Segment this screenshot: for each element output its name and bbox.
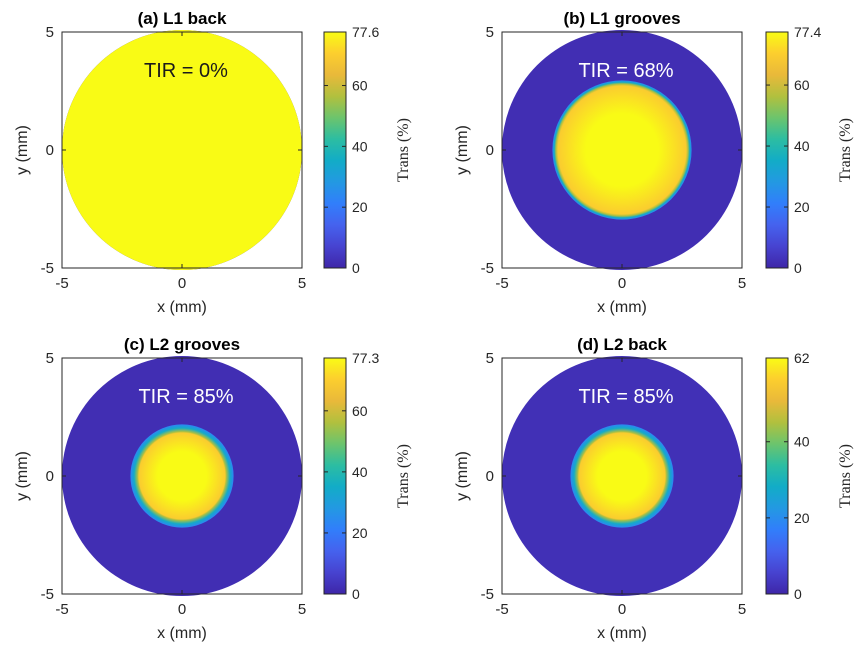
panel-3: -5 0 5 -5 0 5 x (mm) y (mm) (c) L2 grooves TIR = … [14, 335, 412, 642]
colorbar [323, 31, 347, 269]
colorbar [765, 31, 789, 269]
colorbar-tick-label: 60 [352, 78, 368, 94]
colorbar-tick-label: 40 [794, 138, 810, 154]
colorbar-tick-label: 0 [794, 260, 802, 276]
x-tick-label: 5 [298, 275, 306, 292]
colorbar-tick-label: 77.6 [352, 24, 379, 40]
y-tick-label: -5 [481, 586, 494, 603]
y-tick-label: 5 [486, 24, 494, 41]
transmission-spot [62, 30, 302, 270]
colorbar-tick-label: 20 [352, 525, 368, 541]
transmission-spot [130, 424, 234, 528]
colorbar [323, 357, 347, 595]
colorbar-tick-label: 0 [794, 586, 802, 602]
x-axis-label: x (mm) [157, 299, 207, 316]
colorbar-tick-label: 62 [794, 350, 810, 366]
x-tick-label: 5 [738, 275, 746, 292]
x-axis-label: x (mm) [157, 625, 207, 642]
colorbar-tick-label: 60 [352, 403, 368, 419]
colorbar-tick-label: 20 [352, 199, 368, 215]
y-tick-label: 5 [46, 350, 54, 367]
transmission-spot [570, 424, 674, 528]
colorbar-tick-label: 40 [794, 434, 810, 450]
panel-title: (d) L2 back [577, 335, 667, 354]
colorbar-label: Trans (%) [395, 118, 412, 182]
y-tick-label: 0 [46, 142, 54, 159]
tir-annotation: TIR = 68% [578, 60, 673, 82]
y-tick-label: -5 [481, 260, 494, 277]
panel-title: (c) L2 grooves [124, 335, 240, 354]
x-axis-label: x (mm) [597, 625, 647, 642]
y-tick-label: -5 [41, 260, 54, 277]
y-tick-label: 0 [486, 468, 494, 485]
x-tick-label: -5 [495, 275, 508, 292]
x-tick-label: -5 [495, 601, 508, 618]
y-tick-label: 0 [46, 468, 54, 485]
y-axis-label: y (mm) [14, 451, 31, 501]
panel-title: (a) L1 back [138, 9, 227, 28]
x-tick-label: 0 [618, 275, 626, 292]
tir-annotation: TIR = 85% [578, 386, 673, 408]
tir-annotation: TIR = 0% [144, 60, 228, 82]
transmission-spot [552, 80, 692, 220]
colorbar-tick-label: 0 [352, 586, 360, 602]
colorbar-tick-label: 20 [794, 199, 810, 215]
colorbar-tick-label: 60 [794, 77, 810, 93]
x-tick-label: -5 [55, 275, 68, 292]
colorbar-tick-label: 40 [352, 138, 368, 154]
panel-title: (b) L1 grooves [563, 9, 680, 28]
colorbar-tick-label: 77.3 [352, 350, 379, 366]
x-tick-label: 0 [178, 275, 186, 292]
panel-1: -5 0 5 -5 0 5 x (mm) y (mm) (a) L1 back TIR = 0% 0… [14, 9, 412, 316]
x-tick-label: 0 [618, 601, 626, 618]
x-tick-label: 5 [298, 601, 306, 618]
colorbar-label: Trans (%) [395, 444, 412, 508]
x-axis-label: x (mm) [597, 299, 647, 316]
x-tick-label: -5 [55, 601, 68, 618]
x-tick-label: 0 [178, 601, 186, 618]
y-tick-label: 0 [486, 142, 494, 159]
y-tick-label: 5 [46, 24, 54, 41]
colorbar-tick-label: 77.4 [794, 24, 821, 40]
tir-annotation: TIR = 85% [138, 386, 233, 408]
panel-2: -5 0 5 -5 0 5 x (mm) y (mm) (b) L1 grooves TIR = … [454, 9, 854, 316]
colorbar-label: Trans (%) [837, 118, 854, 182]
y-tick-label: -5 [41, 586, 54, 603]
panel-4: -5 0 5 -5 0 5 x (mm) y (mm) (d) L2 back TIR = 85%… [454, 335, 854, 642]
colorbar-tick-label: 20 [794, 510, 810, 526]
colorbar-tick-label: 40 [352, 464, 368, 480]
colorbar-tick-label: 0 [352, 260, 360, 276]
y-axis-label: y (mm) [454, 451, 471, 501]
y-axis-label: y (mm) [14, 125, 31, 175]
colorbar-label: Trans (%) [837, 444, 854, 508]
colorbar [765, 357, 789, 595]
y-axis-label: y (mm) [454, 125, 471, 175]
y-tick-label: 5 [486, 350, 494, 367]
x-tick-label: 5 [738, 601, 746, 618]
